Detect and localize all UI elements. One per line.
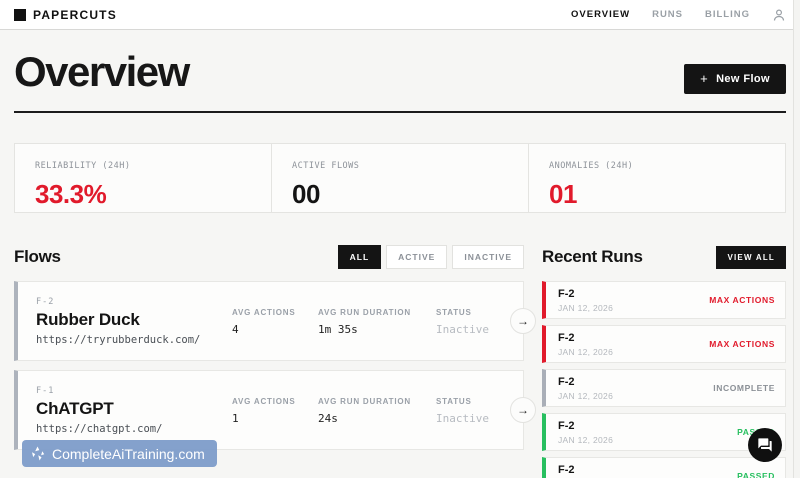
open-flow-button[interactable]: → xyxy=(510,308,536,334)
run-item[interactable]: F-2 JAN 12, 2026 MAX ACTIONS xyxy=(542,325,786,363)
stat-active-flows-label: ACTIVE FLOWS xyxy=(292,161,360,171)
page-header: Overview + New Flow xyxy=(0,30,800,113)
stat-reliability: RELIABILITY (24H) 33.3% xyxy=(15,144,272,212)
run-id: F-2 xyxy=(558,287,575,300)
watermark-text: CompleteAiTraining.com xyxy=(52,445,205,462)
watermark-badge: CompleteAiTraining.com xyxy=(22,440,217,467)
plus-icon: + xyxy=(700,71,709,86)
chat-forum-icon xyxy=(758,438,772,452)
flow-name: Rubber Duck xyxy=(36,309,140,329)
avg-duration-value: 1m 35s xyxy=(318,323,358,336)
brand-name: PAPERCUTS xyxy=(33,7,117,22)
flow-card-chatgpt[interactable]: F-1 ChATGPT https://chatgpt.com/ AVG ACT… xyxy=(14,370,536,450)
status-value: Inactive xyxy=(436,412,489,425)
avg-actions-value: 1 xyxy=(232,412,239,425)
brand-square-icon xyxy=(14,8,26,21)
status-label: STATUS xyxy=(436,308,472,317)
run-date: JAN 12, 2026 xyxy=(558,302,614,313)
stat-reliability-value: 33.3% xyxy=(35,179,107,209)
chat-fab-button[interactable] xyxy=(748,428,782,462)
avg-actions-label: AVG ACTIONS xyxy=(232,397,296,406)
nav-item-billing[interactable]: BILLING xyxy=(705,9,750,20)
run-date: JAN 12, 2026 xyxy=(558,346,614,357)
header-divider xyxy=(14,111,786,113)
flow-id: F-2 xyxy=(36,296,55,307)
recent-runs-section-title: Recent Runs xyxy=(542,247,643,266)
run-item[interactable]: F-2 JAN 12, 2026 PASSED xyxy=(542,413,786,451)
run-status-badge: PASSED xyxy=(737,471,775,478)
stat-anomalies-label: ANOMALIES (24H) xyxy=(549,161,634,171)
stat-reliability-label: RELIABILITY (24H) xyxy=(35,161,131,171)
new-flow-button[interactable]: + New Flow xyxy=(684,64,786,94)
user-profile-icon[interactable] xyxy=(772,8,786,22)
new-flow-label: New Flow xyxy=(716,73,770,85)
run-status-badge: MAX ACTIONS xyxy=(709,339,775,349)
run-id: F-2 xyxy=(558,331,575,344)
flows-section-title: Flows xyxy=(14,247,61,266)
avg-duration-value: 24s xyxy=(318,412,338,425)
run-item[interactable]: F-2 JAN 12, 2026 MAX ACTIONS xyxy=(542,281,786,319)
flow-filters: ALL ACTIVE INACTIVE xyxy=(337,245,524,269)
brand-logo[interactable]: PAPERCUTS xyxy=(14,8,117,22)
stat-anomalies-value: 01 xyxy=(549,179,577,209)
flow-id: F-1 xyxy=(36,385,55,396)
run-date: JAN 12, 2026 xyxy=(558,434,614,445)
nav-item-runs[interactable]: RUNS xyxy=(652,9,683,20)
flow-name: ChATGPT xyxy=(36,398,114,418)
status-label: STATUS xyxy=(436,397,472,406)
run-date: JAN 12, 2026 xyxy=(558,390,614,401)
arrow-right-icon: → xyxy=(517,314,529,328)
avg-actions-value: 4 xyxy=(232,323,239,336)
stat-active-flows: ACTIVE FLOWS 00 xyxy=(272,144,529,212)
run-status-badge: MAX ACTIONS xyxy=(709,295,775,305)
status-value: Inactive xyxy=(436,323,489,336)
run-status-badge: INCOMPLETE xyxy=(713,383,775,393)
run-item[interactable]: F-2 JAN 12, 2026 PASSED xyxy=(542,457,786,478)
open-flow-button[interactable]: → xyxy=(510,397,536,423)
scrollbar[interactable] xyxy=(793,0,800,478)
flow-url: https://tryrubberduck.com/ xyxy=(36,333,201,346)
avg-duration-label: AVG RUN DURATION xyxy=(318,397,411,406)
arrow-right-icon: → xyxy=(517,403,529,417)
flow-card-rubber-duck[interactable]: F-2 Rubber Duck https://tryrubberduck.co… xyxy=(14,281,536,361)
run-id: F-2 xyxy=(558,419,575,432)
avg-duration-label: AVG RUN DURATION xyxy=(318,308,411,317)
filter-inactive-button[interactable]: INACTIVE xyxy=(452,245,524,269)
flow-url: https://chatgpt.com/ xyxy=(36,422,163,435)
sparkle-icon xyxy=(32,446,45,461)
stat-active-flows-value: 00 xyxy=(292,179,320,209)
avg-actions-label: AVG ACTIONS xyxy=(232,308,296,317)
view-all-button[interactable]: VIEW ALL xyxy=(716,245,786,269)
stat-anomalies: ANOMALIES (24H) 01 xyxy=(529,144,785,212)
run-item[interactable]: F-2 JAN 12, 2026 INCOMPLETE xyxy=(542,369,786,407)
page-title: Overview xyxy=(14,48,190,95)
stats-bar: RELIABILITY (24H) 33.3% ACTIVE FLOWS 00 … xyxy=(14,143,786,213)
run-id: F-2 xyxy=(558,375,575,388)
filter-active-button[interactable]: ACTIVE xyxy=(386,245,448,269)
run-id: F-2 xyxy=(558,463,575,476)
nav-item-overview[interactable]: OVERVIEW xyxy=(571,9,631,20)
top-nav: PAPERCUTS OVERVIEW RUNS BILLING xyxy=(0,0,800,30)
filter-all-button[interactable]: ALL xyxy=(337,245,382,269)
